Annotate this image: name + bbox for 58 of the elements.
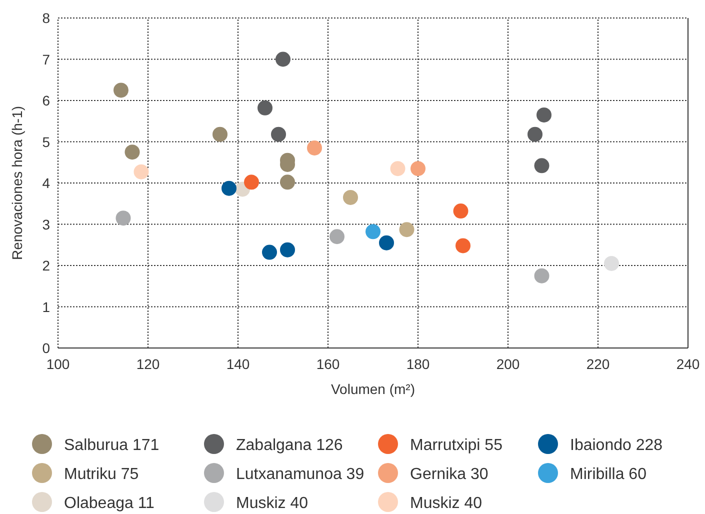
- y-axis-title: Renovaciones hora (h-1): [9, 106, 25, 260]
- y-tick-label: 5: [42, 134, 50, 150]
- x-tick-label: 120: [136, 356, 160, 372]
- point: [307, 140, 322, 156]
- y-tick-label: 6: [42, 92, 50, 108]
- y-tick-label: 1: [42, 298, 50, 315]
- point: [453, 204, 468, 219]
- legend-label: Zabalgana 126: [236, 437, 343, 454]
- point: [262, 244, 277, 260]
- point: [379, 235, 394, 250]
- point: [536, 107, 552, 122]
- point: [271, 126, 286, 142]
- legend-label: Olabeaga 11: [64, 495, 155, 512]
- legend-label: Muskiz 40: [410, 495, 482, 512]
- x-tick-label: 100: [46, 356, 70, 372]
- point: [244, 174, 259, 190]
- y-tick-label: 3: [42, 216, 50, 232]
- point: [116, 210, 131, 226]
- point: [399, 222, 414, 238]
- y-tick-label: 0: [42, 340, 50, 356]
- point: [410, 161, 426, 176]
- point: [114, 82, 128, 98]
- x-tick-label: 220: [586, 356, 610, 372]
- x-tick-label: 240: [676, 356, 700, 372]
- point: [534, 268, 550, 284]
- legend-label: Gernika 30: [410, 466, 488, 483]
- y-tick-label: 2: [42, 258, 50, 274]
- point: [212, 126, 228, 142]
- point: [604, 256, 619, 271]
- point: [276, 52, 290, 67]
- point: [528, 126, 542, 142]
- point: [222, 180, 236, 196]
- point: [534, 158, 550, 174]
- legend-label: Salburua 171: [64, 437, 160, 454]
- legend-label: Muskiz 40: [236, 495, 308, 512]
- point: [124, 144, 140, 160]
- legend-label: Mutriku 75: [64, 466, 139, 483]
- x-tick-label: 140: [226, 356, 250, 372]
- y-tick-label: 4: [42, 175, 50, 191]
- point: [366, 224, 380, 240]
- legend-label: Ibaiondo 228: [570, 437, 663, 454]
- point: [390, 161, 406, 176]
- y-tick-label: 8: [42, 10, 50, 26]
- y-tick-label: 7: [42, 51, 50, 68]
- x-tick-label: 160: [316, 356, 340, 372]
- legend-label: Marrutxipi 55: [410, 437, 503, 454]
- point: [258, 100, 272, 116]
- point: [280, 242, 295, 258]
- point: [343, 190, 358, 205]
- legend-label: Lutxanamunoa 39: [236, 466, 364, 483]
- x-axis-title: Volumen (m²): [330, 381, 416, 397]
- legend-label: Miribilla 60: [570, 466, 647, 483]
- x-tick-label: 200: [496, 356, 520, 372]
- point: [280, 174, 295, 190]
- point: [456, 238, 470, 254]
- point: [330, 229, 344, 244]
- point: [134, 164, 149, 180]
- x-tick-label: 180: [406, 356, 430, 372]
